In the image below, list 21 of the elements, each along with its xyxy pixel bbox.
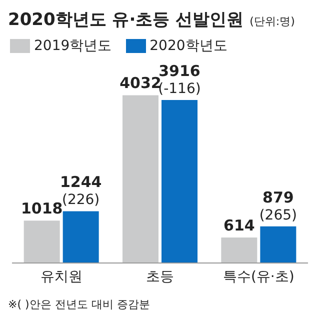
data-label: 1018 — [20, 200, 63, 218]
bar — [62, 211, 99, 263]
legend-label: 2019학년도 — [33, 37, 112, 55]
data-label: 1244 — [60, 173, 102, 192]
bar — [221, 237, 258, 263]
legend-label: 2020학년도 — [148, 37, 228, 55]
chart-subtitle: (단위:명) — [250, 14, 295, 29]
bar — [260, 226, 296, 263]
data-label: 3916 — [158, 62, 200, 80]
x-tick-label: 특수(유·초) — [222, 268, 294, 285]
text: ※( )안은 전년도 대비 증감분 — [8, 297, 151, 312]
bar — [24, 220, 60, 263]
annotation: (226) — [62, 192, 100, 208]
data-label: 879 — [262, 188, 294, 206]
bar — [162, 100, 198, 263]
x-tick-label: 유치원 — [40, 268, 82, 285]
bar — [122, 95, 159, 263]
annotation: (265) — [259, 207, 297, 224]
chart-title: 2020학년도 유·초등 선발인원 — [8, 9, 244, 31]
data-label: 614 — [224, 216, 255, 234]
x-tick-label: 초등 — [146, 268, 174, 285]
